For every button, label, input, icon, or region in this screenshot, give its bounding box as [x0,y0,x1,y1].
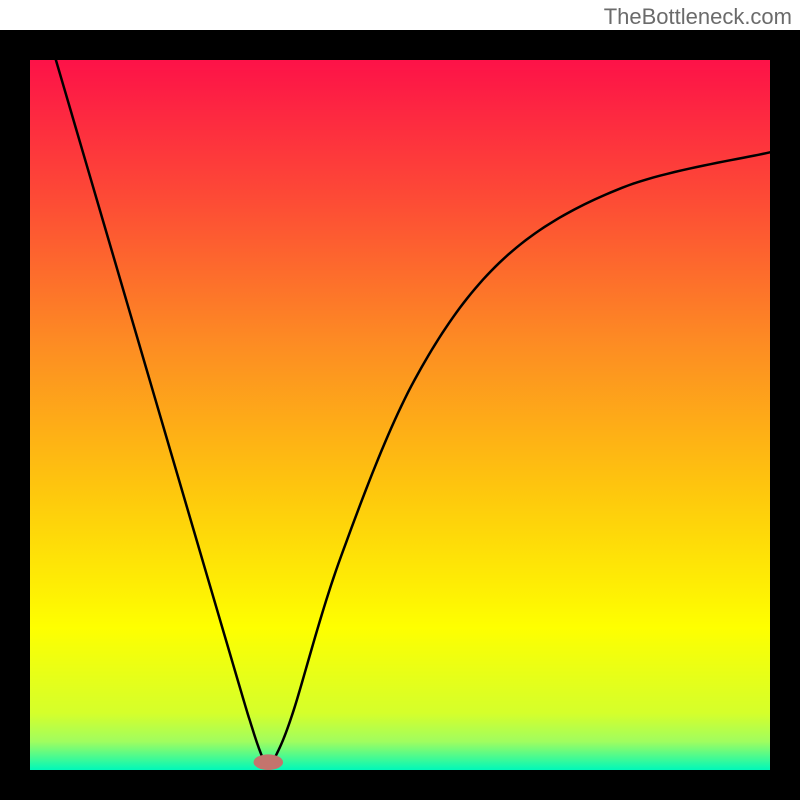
bottleneck-chart [0,30,800,800]
valley-marker [253,754,283,770]
chart-container: TheBottleneck.com [0,0,800,800]
watermark-text: TheBottleneck.com [604,4,792,30]
chart-area [0,30,800,800]
